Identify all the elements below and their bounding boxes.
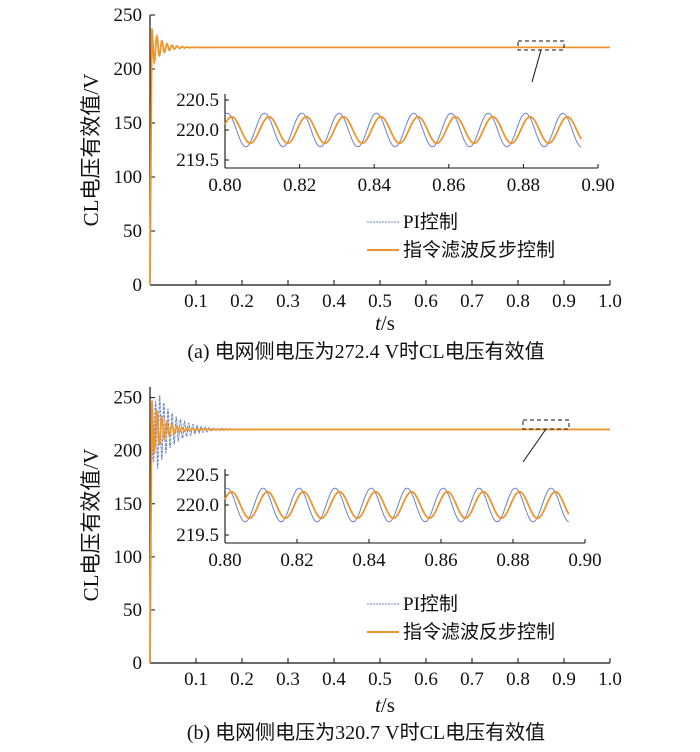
y-tick-label: 200 <box>114 441 143 462</box>
series-proposed-line <box>149 400 610 664</box>
y-axis-label: CL电压有效值/V <box>79 74 103 227</box>
x-tick-label: 0.5 <box>368 291 392 312</box>
x-tick-label: 0.8 <box>506 669 530 690</box>
x-tick-label: 1.0 <box>598 669 622 690</box>
x-tick-label: 0.6 <box>414 669 438 690</box>
x-tick-label: 0.7 <box>460 291 484 312</box>
zoom-pointer-line <box>531 49 542 83</box>
legend-proposed-label: 指令滤波反步控制 <box>403 239 555 261</box>
x-tick-label: 0.9 <box>552 669 576 690</box>
y-tick-label: 150 <box>114 494 143 515</box>
y-tick-label: 50 <box>123 221 142 242</box>
x-tick-label: 1.0 <box>598 291 622 312</box>
inset-x-tick-label: 0.84 <box>358 175 392 196</box>
x-tick-label: 0.4 <box>322 291 346 312</box>
x-tick-label: 0.6 <box>414 291 438 312</box>
y-tick-label: 100 <box>114 167 143 188</box>
inset-chart: 219.5 220.0 220.5 0.80 0.82 0.84 0.86 0.88 0.90 <box>176 90 614 196</box>
panel-caption: (b) 电网侧电压为320.7 V时CL电压有效值 <box>187 721 545 744</box>
x-tick-label: 0.2 <box>230 291 254 312</box>
inset-series-pi-line <box>224 112 582 148</box>
inset-series-proposed-line <box>224 490 570 520</box>
y-axis-label: CL电压有效值/V <box>79 449 103 602</box>
legend-pi-label: PI控制 <box>403 593 458 615</box>
inset-y-tick-label: 219.5 <box>176 150 219 171</box>
x-tick-label: 0.5 <box>368 669 392 690</box>
x-tick-label: 0.7 <box>460 669 484 690</box>
x-tick-label: 0.3 <box>276 291 300 312</box>
inset-y-tick-label: 220.5 <box>176 465 219 486</box>
inset-series-pi-line <box>224 487 569 523</box>
x-tick-label: 0.1 <box>184 669 208 690</box>
inset-x-tick-label: 0.86 <box>432 175 465 196</box>
inset-y-tick-label: 220.0 <box>176 120 219 141</box>
inset-x-tick-label: 0.80 <box>208 175 241 196</box>
inset-x-tick-label: 0.90 <box>581 175 614 196</box>
zoom-region-box <box>522 419 570 430</box>
inset-y-tick-label: 220.5 <box>176 90 219 111</box>
inset-x-tick-label: 0.90 <box>568 550 601 571</box>
y-tick-label: 50 <box>123 600 142 621</box>
x-tick-label: 0.2 <box>230 669 254 690</box>
inset-y-tick-label: 219.5 <box>176 525 219 546</box>
x-tick-label: 0.9 <box>552 291 576 312</box>
y-tick-label: 250 <box>114 388 143 409</box>
inset-x-tick-label: 0.82 <box>280 550 313 571</box>
x-tick-label: 0.8 <box>506 291 530 312</box>
y-tick-label: 200 <box>114 59 143 80</box>
zoom-region-box <box>517 40 565 51</box>
inset-x-tick-label: 0.80 <box>208 550 241 571</box>
inset-chart: 219.5 220.0 220.5 0.80 0.82 0.84 0.86 0.88 0.90 <box>176 465 601 571</box>
inset-background <box>225 94 598 180</box>
inset-x-tick-label: 0.88 <box>507 175 540 196</box>
y-tick-label: 0 <box>133 653 143 674</box>
x-tick-label: 0.1 <box>184 291 208 312</box>
x-tick-label: 0.4 <box>322 669 346 690</box>
inset-x-tick-label: 0.82 <box>283 175 316 196</box>
zoom-pointer-line <box>522 428 547 463</box>
panel-caption: (a) 电网侧电压为272.4 V时CL电压有效值 <box>187 340 544 363</box>
inset-series-proposed-line <box>224 115 582 145</box>
y-tick-label: 150 <box>114 113 143 134</box>
x-axis-label: t/s <box>375 311 395 335</box>
x-tick-label: 0.3 <box>276 669 300 690</box>
inset-x-tick-label: 0.86 <box>424 550 457 571</box>
y-tick-label: 250 <box>114 5 143 26</box>
inset-y-tick-label: 220.0 <box>176 495 219 516</box>
y-tick-label: 0 <box>133 275 143 296</box>
inset-x-tick-label: 0.84 <box>352 550 386 571</box>
legend-pi-label: PI控制 <box>403 211 458 233</box>
series-proposed-line <box>149 28 610 286</box>
inset-background <box>225 469 585 555</box>
y-tick-label: 100 <box>114 547 143 568</box>
x-axis-label: t/s <box>375 693 395 717</box>
inset-x-tick-label: 0.88 <box>496 550 529 571</box>
legend-proposed-label: 指令滤波反步控制 <box>403 621 555 643</box>
